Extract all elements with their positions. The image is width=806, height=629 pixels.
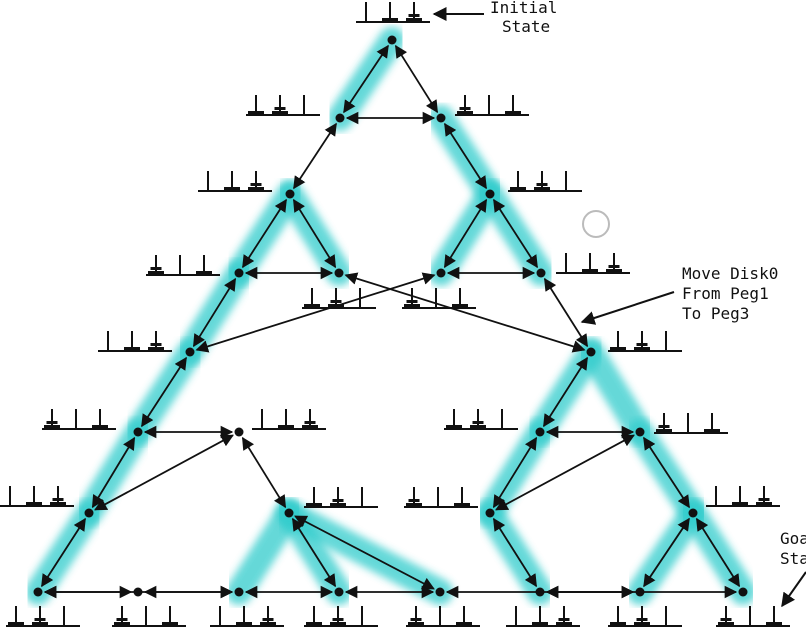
peg-state-icon — [716, 606, 790, 627]
peg-state-icon — [304, 487, 378, 508]
transition-edge — [643, 436, 690, 509]
transition-edge — [242, 198, 287, 269]
peg-state-icon — [0, 486, 74, 507]
state-node — [84, 508, 94, 518]
transition-edge — [443, 198, 488, 269]
move-label-line2: From Peg1 — [682, 284, 769, 303]
transition-edge — [94, 434, 234, 511]
peg-state-icon — [356, 2, 430, 23]
peg-state-icon — [112, 606, 186, 627]
transition-edge — [543, 277, 589, 348]
state-node — [185, 347, 195, 357]
state-node — [33, 587, 43, 597]
transition-edge — [695, 517, 741, 588]
transition-edge — [141, 356, 187, 428]
transition-edge — [543, 356, 588, 428]
peg-state-icon — [654, 413, 728, 434]
state-node — [586, 347, 596, 357]
state-node — [535, 427, 545, 437]
state-node — [435, 587, 445, 597]
transition-edge — [241, 436, 287, 509]
transition-edge — [343, 44, 389, 114]
transition-edge — [293, 122, 337, 190]
peg-state-icon — [455, 95, 529, 116]
edges — [41, 44, 741, 599]
peg-state-icon — [198, 171, 272, 192]
peg-state-icon — [252, 409, 326, 430]
peg-state-icon — [210, 606, 284, 627]
transition-edge — [394, 44, 439, 114]
state-node — [285, 189, 295, 199]
peg-state-icon — [98, 331, 172, 352]
peg-state-icon — [402, 288, 476, 309]
state-node — [436, 268, 446, 278]
move-annotation-pointer — [580, 291, 675, 325]
peg-state-icon — [304, 606, 378, 627]
peg-state-icons — [0, 2, 790, 627]
peg-state-icon — [608, 606, 682, 627]
state-node — [133, 427, 143, 437]
state-node — [234, 427, 244, 437]
peg-state-icon — [302, 288, 376, 309]
transition-edge — [41, 517, 86, 588]
peg-state-icon — [706, 486, 780, 507]
transition-edge — [495, 434, 635, 511]
goal-state-pointer — [781, 571, 806, 608]
state-node — [688, 508, 698, 518]
state-node — [284, 508, 294, 518]
state-node — [334, 587, 344, 597]
peg-state-icon — [506, 606, 580, 627]
transition-edge — [294, 515, 435, 590]
peg-state-icon — [146, 255, 220, 276]
peg-state-icon — [246, 95, 320, 116]
peg-state-icon — [406, 606, 480, 627]
state-node — [234, 268, 244, 278]
state-node — [485, 189, 495, 199]
state-node — [387, 35, 397, 45]
highlight-segment — [578, 339, 653, 445]
state-nodes — [33, 35, 748, 597]
state-node — [133, 587, 143, 597]
state-node — [635, 587, 645, 597]
state-node — [234, 587, 244, 597]
move-label-line3: To Peg3 — [682, 304, 749, 323]
goal-label-line1: Goal — [780, 529, 806, 548]
state-node — [535, 587, 545, 597]
circle-marker-icon — [582, 210, 610, 238]
solution-path-highlight — [25, 27, 756, 605]
peg-state-icon — [6, 606, 80, 627]
state-node — [635, 427, 645, 437]
peg-state-icon — [508, 171, 582, 192]
peg-state-icon — [444, 409, 518, 430]
peg-state-icon — [556, 253, 630, 274]
state-node — [536, 268, 546, 278]
transition-edge — [493, 198, 538, 269]
state-node — [738, 587, 748, 597]
peg-state-icon — [42, 409, 116, 430]
transition-edge — [292, 198, 337, 269]
transition-edge — [444, 122, 487, 190]
transition-edge — [643, 517, 690, 588]
initial-label-line1: Initial — [490, 0, 557, 17]
highlight-segment — [226, 500, 302, 605]
peg-state-icon — [608, 331, 682, 352]
state-node — [485, 508, 495, 518]
state-node — [335, 113, 345, 123]
goal-label-line2: State — [780, 549, 806, 568]
state-node — [436, 113, 446, 123]
state-node — [334, 268, 344, 278]
peg-state-icon — [404, 487, 478, 508]
transition-edge — [492, 517, 538, 588]
move-label-line1: Move Disk0 — [682, 264, 778, 283]
initial-label-line2: State — [502, 17, 550, 36]
